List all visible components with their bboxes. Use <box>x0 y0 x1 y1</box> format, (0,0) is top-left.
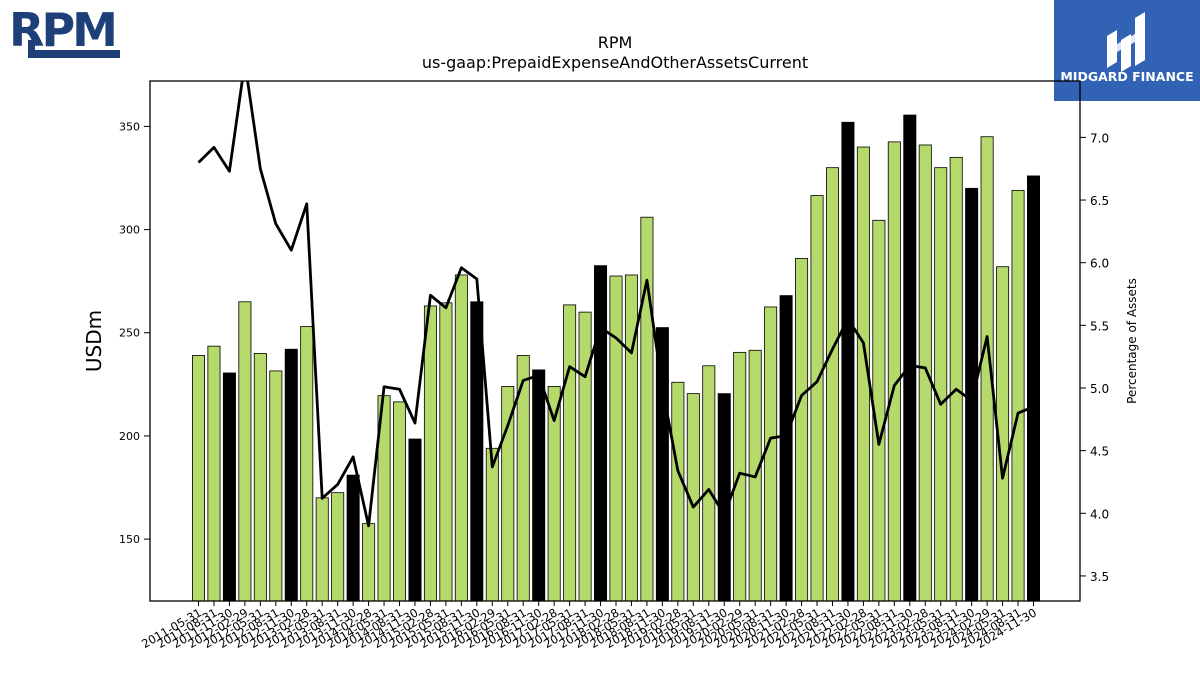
bar <box>810 195 824 602</box>
pct-of-assets-line <box>197 81 1035 528</box>
midgard-logo-text: MIDGARD FINANCE <box>1060 69 1193 84</box>
midgard-m-icon <box>1107 12 1145 72</box>
rpm-logo-text: RPM <box>9 3 115 57</box>
rpm-logo: RPM <box>9 3 120 58</box>
bar <box>717 393 731 602</box>
bar <box>315 497 329 602</box>
bar <box>702 365 716 602</box>
bar <box>624 274 638 602</box>
bar <box>269 370 283 602</box>
bar <box>393 401 407 602</box>
bar <box>454 274 468 602</box>
y2-tick-label: 5.5 <box>1090 319 1109 333</box>
bar <box>903 114 917 602</box>
pct-line-layer <box>197 81 1035 528</box>
y-tick-label: 250 <box>119 327 140 340</box>
bar <box>207 345 221 602</box>
y-tick-label: 200 <box>119 430 140 443</box>
bar <box>191 355 205 602</box>
y2-axis-label: Percentage of Assets <box>1125 278 1139 404</box>
plot-frame <box>149 80 1081 602</box>
y-axis-left: 150 200 250 300 350 <box>119 120 150 546</box>
y-axis-right: 3.5 4.0 4.5 5.0 5.5 6.0 6.5 7.0 <box>1080 131 1109 584</box>
y-axis-label: USDm <box>82 310 106 372</box>
bar <box>1027 175 1041 602</box>
rpm-logo-stem <box>28 40 35 58</box>
bar <box>934 167 948 602</box>
bar <box>640 216 654 602</box>
bar <box>594 265 608 602</box>
bar <box>563 304 577 602</box>
y2-tick-label: 5.0 <box>1090 382 1109 396</box>
bar <box>841 121 855 602</box>
bar <box>764 306 778 602</box>
bar <box>485 447 499 602</box>
midgard-finance-logo: MIDGARD FINANCE <box>1054 0 1200 101</box>
bar <box>949 156 963 602</box>
bar <box>532 369 546 602</box>
y-tick-label: 150 <box>119 533 140 546</box>
y-tick-label: 300 <box>119 224 140 237</box>
bar <box>408 438 422 602</box>
rpm-logo-underline <box>28 50 120 58</box>
bar <box>423 305 437 602</box>
bars <box>191 114 1041 602</box>
bar <box>655 327 669 602</box>
chart-subtitle: us-gaap:PrepaidExpenseAndOtherAssetsCurr… <box>422 53 808 72</box>
bar <box>918 144 932 602</box>
bar <box>284 348 298 602</box>
bar <box>501 385 515 602</box>
bar <box>300 326 314 602</box>
bar <box>671 381 685 602</box>
bar <box>779 295 793 602</box>
x-axis: 2011-05-312011-08-312011-11-302012-02-29… <box>139 601 1039 651</box>
y2-tick-label: 4.5 <box>1090 445 1109 459</box>
bar <box>253 352 267 602</box>
bar <box>1011 189 1025 602</box>
bar <box>609 275 623 602</box>
y2-tick-label: 4.0 <box>1090 507 1109 521</box>
y2-tick-label: 3.5 <box>1090 570 1109 584</box>
bar <box>238 301 252 602</box>
bar <box>887 141 901 602</box>
bar <box>362 523 376 602</box>
bar <box>222 372 236 602</box>
y-tick-label: 350 <box>119 120 140 133</box>
bar <box>346 474 360 602</box>
bar <box>439 302 453 602</box>
y2-tick-label: 6.5 <box>1090 194 1109 208</box>
bar <box>578 311 592 602</box>
y2-tick-label: 6.0 <box>1090 257 1109 271</box>
y2-tick-label: 7.0 <box>1090 131 1109 145</box>
bar <box>795 258 809 602</box>
bar <box>825 167 839 602</box>
bar <box>331 492 345 602</box>
chart-title: RPM <box>598 33 633 52</box>
